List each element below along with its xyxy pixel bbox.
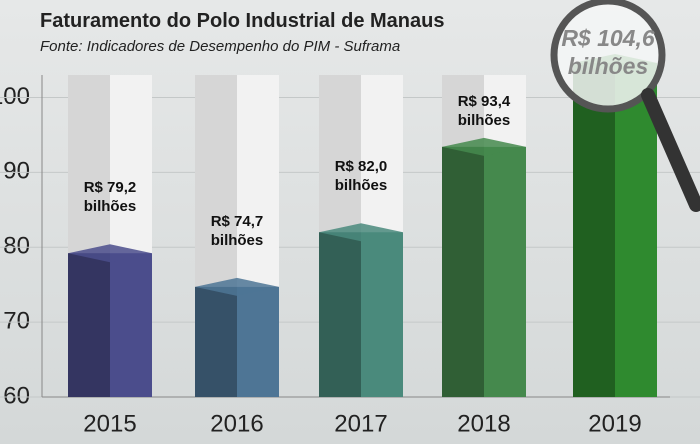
y-tick-label: 60: [3, 382, 30, 409]
value-label: R$ 93,4 bilhões: [457, 93, 511, 129]
x-tick-label: 2015: [83, 410, 136, 437]
bar: [573, 63, 657, 397]
bar-shade: [195, 286, 237, 397]
value-label: R$ 82,0 bilhões: [334, 158, 388, 195]
value-label: R$ 104,6 bilhões: [561, 25, 655, 79]
y-tick-label: 70: [3, 307, 30, 334]
bar: [442, 146, 526, 397]
magnifier-lens: [550, 0, 666, 113]
y-tick-label: 90: [3, 158, 30, 185]
value-label: R$ 79,2 bilhões: [83, 179, 137, 216]
x-tick-label: 2018: [457, 410, 510, 437]
bar: [195, 286, 279, 397]
value-label: R$ 74,7 bilhões: [210, 212, 264, 249]
bar-top: [442, 137, 526, 156]
chart-subtitle: Fonte: Indicadores de Desempenho do PIM …: [40, 38, 401, 55]
magnifier-handle: [641, 88, 700, 212]
x-tick-label: 2017: [334, 410, 387, 437]
chart-title: Faturamento do Polo Industrial de Manaus: [40, 10, 445, 32]
y-tick-label: 80: [3, 233, 30, 260]
y-tick-label: 100: [0, 83, 30, 110]
bar-shade: [68, 253, 110, 397]
x-tick-label: 2019: [588, 410, 641, 437]
bar: [68, 253, 152, 397]
bar-shade: [442, 146, 484, 397]
bar-shade: [319, 232, 361, 397]
bar-top: [68, 244, 152, 263]
bar-top: [319, 223, 403, 242]
bar: [319, 232, 403, 397]
x-tick-label: 2016: [210, 410, 263, 437]
bar-top: [195, 277, 279, 296]
bar-shade: [573, 63, 615, 397]
